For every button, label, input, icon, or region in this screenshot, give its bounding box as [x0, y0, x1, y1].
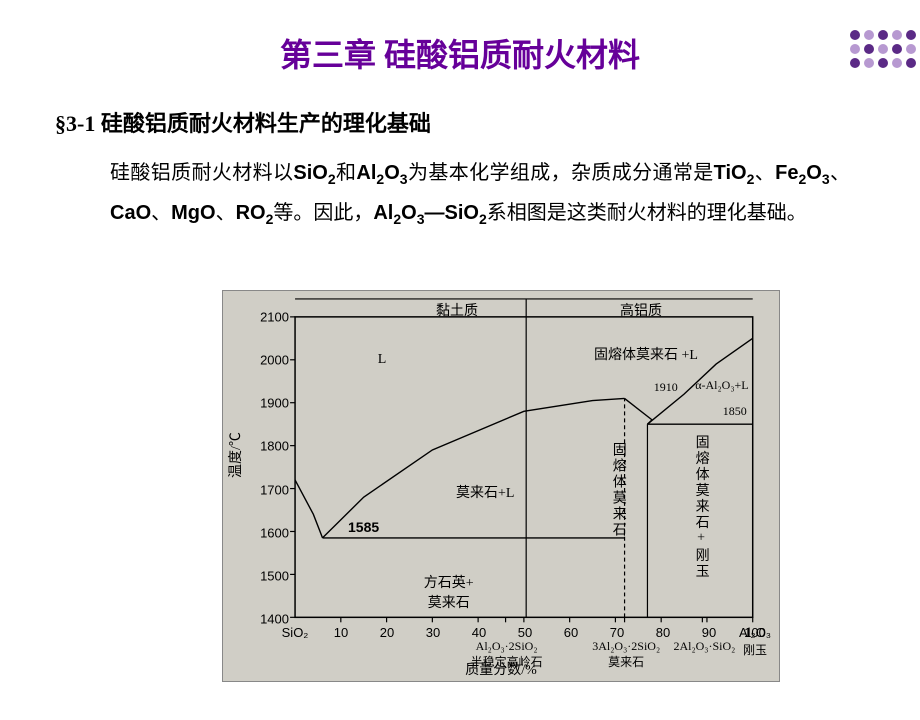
section-heading: §3-1 硅酸铝质耐火材料生产的理化基础: [55, 106, 920, 138]
x-tick: 20: [380, 625, 394, 640]
y-tick: 1600: [249, 525, 289, 540]
x-tick: 30: [426, 625, 440, 640]
top-region: 高铝质: [620, 300, 662, 320]
region-label: 方石英+莫来石: [424, 572, 474, 612]
x-tick: 40: [472, 625, 486, 640]
x-tick: 50: [518, 625, 532, 640]
label-1585: 1585: [348, 519, 379, 535]
y-tick: 1700: [249, 482, 289, 497]
phase-diagram: 温度/℃ 质量分数/% 1585 14001500160017001800190…: [222, 290, 780, 682]
x-tick: 70: [610, 625, 624, 640]
x-tick: 60: [564, 625, 578, 640]
y-axis-label: 温度/℃: [225, 432, 245, 478]
x-compound: 2Al₂O₃·SiO₂: [673, 639, 735, 654]
y-tick: 1500: [249, 568, 289, 583]
x-tick: 90: [702, 625, 716, 640]
region-label-vertical: 固熔体莫来石+刚玉: [691, 434, 711, 579]
y-tick: 1800: [249, 439, 289, 454]
y-tick: 1900: [249, 396, 289, 411]
x-compound: 3Al₂O₃·2SiO₂: [592, 639, 660, 654]
x-endpoint: SiO₂: [282, 625, 309, 640]
temp-label: 1910: [654, 380, 678, 395]
decor-dots: [840, 30, 920, 90]
top-region: 黏土质: [436, 300, 478, 320]
region-label: L: [378, 352, 387, 368]
temp-label: 1850: [723, 404, 747, 419]
region-label: α-Al₂O₃+L: [695, 378, 748, 393]
y-tick: 2000: [249, 353, 289, 368]
intro-paragraph: 硅酸铝质耐火材料以SiO2和Al2O3为基本化学组成，杂质成分通常是TiO2、F…: [110, 153, 850, 233]
x-tick: 10: [334, 625, 348, 640]
x-compound: Al₂O₃·2SiO₂: [476, 639, 538, 654]
region-label-vertical: 固熔体莫来石: [608, 442, 628, 538]
region-label: 固熔体莫来石 +L: [594, 344, 698, 364]
x-tick: 80: [656, 625, 670, 640]
x-endpoint: Al₂O₃: [739, 625, 771, 640]
chapter-title: 第三章 硅酸铝质耐火材料: [0, 30, 920, 76]
y-tick: 2100: [249, 310, 289, 325]
region-label: 莫来石+L: [456, 482, 514, 502]
